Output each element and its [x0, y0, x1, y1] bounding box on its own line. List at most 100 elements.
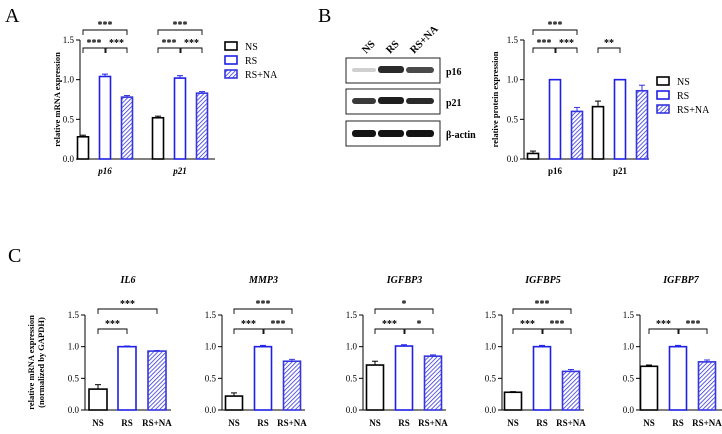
chart-b-bar	[526, 152, 540, 160]
chart-c-il6-bar	[117, 345, 137, 411]
chart-c-igfbp5-title: IGFBP5	[524, 275, 561, 286]
chart-c-mmp3-bar	[253, 345, 273, 411]
chart-b-y-tick-label: 0.0	[507, 154, 519, 164]
blot-band	[378, 97, 404, 104]
legend-swatch	[656, 76, 670, 86]
chart-b-category-label: p21	[613, 166, 628, 176]
chart-c-mmp3-category-label: RS	[257, 418, 269, 428]
blot-band	[352, 68, 376, 72]
chart-b-y-tick-label: 1.0	[507, 75, 519, 85]
legend-swatch	[224, 69, 238, 79]
chart-a-bar	[76, 135, 90, 160]
chart-a-y-tick-label: 1.5	[63, 35, 75, 45]
chart-b-y-label: relative protein expression	[490, 51, 500, 147]
chart-a-y-tick-label: 0.5	[63, 114, 75, 124]
chart-a-y-tick-label: 0.0	[63, 154, 75, 164]
chart-c-mmp3-category-label: NS	[228, 418, 240, 428]
chart-c-mmp3-significance-bracket	[233, 328, 264, 334]
chart-c-igfbp3-title: IGFBP3	[386, 275, 423, 286]
chart-c-igfbp5-significance-bracket	[542, 328, 572, 334]
chart-c-mmp3-bar	[282, 360, 302, 411]
chart-c-igfbp3-category-label: NS	[369, 418, 381, 428]
chart-a-bar	[195, 92, 209, 160]
chart-c-mmp3-significance-bracket	[263, 328, 293, 334]
chart-a-category-label: p21	[172, 166, 187, 176]
chart-b-significance-label: **	[604, 38, 614, 49]
chart-b-y-tick-label: 0.5	[507, 114, 519, 124]
chart-c-il6-category-label: RS	[121, 418, 133, 428]
chart-a-significance-bracket	[157, 29, 203, 35]
chart-c-igfbp7-category-label: RS+NA	[692, 418, 722, 428]
legend-label: NS	[677, 77, 690, 88]
chart-c-mmp3-bar	[224, 395, 244, 411]
chart-c-igfbp3-y-tick-label: 0.0	[346, 405, 358, 415]
chart-b-significance-bracket	[532, 47, 556, 53]
legend-label: RS	[677, 91, 689, 102]
chart-c-igfbp7-significance-bracket	[648, 328, 679, 334]
chart-c-igfbp5-significance-label: ***	[550, 319, 565, 330]
panel-label-c: C	[8, 245, 21, 267]
chart-a-category-label: p16	[97, 166, 112, 176]
chart-a-significance-label: ***	[173, 20, 188, 31]
chart-c-il6-category-label: NS	[92, 418, 104, 428]
legends-layer: NS RS RS+NA NS RS RS+NA	[224, 41, 710, 116]
chart-c-il6-significance-bracket	[97, 308, 158, 314]
chart-c-igfbp5-category-label: NS	[507, 418, 519, 428]
chart-a-significance-bracket	[105, 47, 128, 53]
chart-a-significance-bracket	[82, 47, 106, 53]
chart-a-bar	[98, 75, 112, 160]
chart-c-igfbp7-category-label: NS	[643, 418, 655, 428]
chart-c-igfbp3-bar	[394, 345, 414, 411]
chart-c-igfbp7-significance-label: ***	[656, 319, 671, 330]
blot-band	[406, 130, 434, 137]
chart-a-bar	[120, 96, 134, 160]
chart-b-bar	[635, 89, 649, 160]
legend-label: RS+NA	[677, 105, 710, 116]
chart-c-il6-y-label: relative mRNA expression	[26, 315, 36, 410]
chart-c-mmp3-y-tick-label: 1.0	[205, 342, 217, 352]
chart-b-y-tick-label: 1.5	[507, 35, 519, 45]
chart-b-significance-bracket	[597, 47, 621, 53]
chart-c-igfbp3-y-tick-label: 1.5	[346, 310, 358, 320]
chart-c-mmp3-significance-label: ***	[256, 299, 271, 310]
chart-b-bar	[591, 105, 605, 160]
legend-swatch	[656, 104, 670, 114]
blot-label-actin: β-actin	[446, 130, 476, 141]
chart-c-il6-y-tick-label: 1.5	[68, 310, 80, 320]
chart-c-igfbp7-y-tick-label: 1.0	[623, 342, 635, 352]
chart-a-bar	[151, 116, 165, 160]
blot-label-p21: p21	[446, 98, 462, 109]
chart-c-igfbp5-significance-label: ***	[520, 319, 535, 330]
chart-b-significance-bracket	[532, 29, 578, 35]
chart-c-il6-y-tick-label: 1.0	[68, 342, 80, 352]
chart-c-igfbp7-y-tick-label: 0.0	[623, 405, 635, 415]
chart-a-significance-label: ***	[98, 20, 113, 31]
chart-c-il6-bar	[88, 388, 108, 411]
legend-swatch	[224, 55, 238, 65]
chart-c-igfbp5-y-tick-label: 1.0	[485, 342, 497, 352]
blot-band	[406, 98, 434, 104]
chart-c-igfbp7-bar	[639, 365, 659, 411]
chart-c-igfbp3-bar	[365, 364, 385, 411]
chart-c-il6-y-label-line2: (normalized by GAPDH)	[36, 317, 46, 408]
chart-c-il6-y-tick-label: 0.5	[68, 373, 80, 383]
chart-b-bar	[548, 78, 562, 160]
chart-a-significance-label: ***	[184, 38, 199, 49]
chart-c-igfbp5-significance-label: ***	[535, 299, 550, 310]
chart-b-significance-label: ***	[537, 38, 552, 49]
chart-c-mmp3-y-tick-label: 1.5	[205, 310, 217, 320]
charts-layer: 0.0 0.5 1.0 1.5 relative mRNA expression p16 p…	[26, 20, 722, 428]
chart-c-igfbp5-y-tick-label: 1.5	[485, 310, 497, 320]
chart-c-mmp3-y-tick-label: 0.0	[205, 405, 217, 415]
legend-label: RS+NA	[245, 70, 278, 81]
western-blot: NS RS RS+NA p16 p21 β-actin	[345, 24, 476, 147]
chart-a-significance-bracket	[180, 47, 203, 53]
blot-band	[352, 98, 376, 104]
legend-label: RS	[245, 56, 257, 67]
chart-b-bar	[570, 110, 584, 160]
chart-c-mmp3-significance-bracket	[233, 308, 293, 314]
legend-swatch	[224, 41, 238, 51]
blot-lane-rsna: RS+NA	[408, 24, 441, 57]
chart-c-mmp3-category-label: RS+NA	[277, 418, 307, 428]
chart-c-igfbp3-category-label: RS+NA	[418, 418, 448, 428]
